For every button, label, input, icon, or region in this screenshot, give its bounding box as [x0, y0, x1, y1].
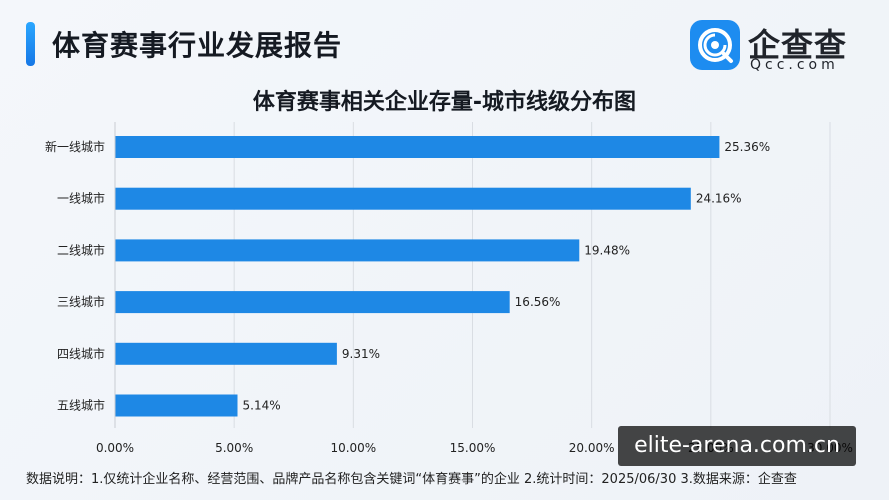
title-accent-bar — [26, 22, 35, 66]
x-tick-label: 5.00% — [215, 441, 253, 455]
logo-domain: Qcc.com — [750, 57, 839, 73]
value-label: 5.14% — [243, 399, 281, 413]
value-label: 19.48% — [584, 243, 630, 257]
value-label: 24.16% — [696, 192, 742, 206]
chart-title: 体育赛事相关企业存量-城市线级分布图 — [252, 90, 637, 115]
x-tick-label: 20.00% — [569, 441, 615, 455]
qcc-magnifier-icon — [690, 20, 740, 70]
category-label: 三线城市 — [57, 294, 105, 309]
bar — [115, 136, 720, 158]
value-label: 16.56% — [515, 295, 561, 309]
watermark: elite-arena.com.cn — [618, 426, 856, 466]
footnote: 数据说明：1.仅统计企业名称、经营范围、品牌产品名称包含关键词“体育赛事”的企业… — [26, 472, 797, 487]
value-label: 9.31% — [342, 347, 380, 361]
category-label: 一线城市 — [57, 191, 105, 206]
page-title: 体育赛事行业发展报告 — [52, 29, 343, 62]
x-tick-label: 15.00% — [450, 441, 496, 455]
category-label: 二线城市 — [57, 242, 105, 257]
x-tick-label: 10.00% — [330, 441, 376, 455]
bar — [115, 394, 238, 417]
x-tick-label: 0.00% — [96, 441, 134, 455]
bar — [115, 187, 691, 210]
bar — [115, 291, 510, 314]
bar — [115, 239, 580, 262]
category-label: 四线城市 — [57, 346, 105, 361]
value-label: 25.36% — [724, 140, 770, 154]
category-label: 新一线城市 — [45, 139, 105, 154]
logo-name: 企查查 — [748, 26, 848, 64]
qcc-logo: 企查查 Qcc.com — [690, 20, 860, 74]
category-label: 五线城市 — [57, 398, 105, 413]
bar — [115, 342, 337, 365]
